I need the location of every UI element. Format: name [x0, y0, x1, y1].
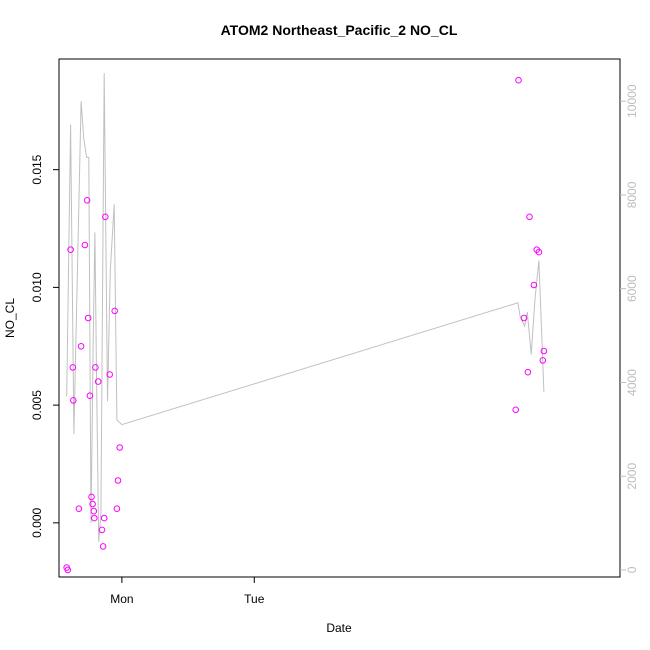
x-tick-label-0: Mon — [110, 592, 133, 606]
data-point-13 — [90, 507, 98, 515]
data-point-23 — [113, 505, 121, 513]
y-axis-label: NO_CL — [3, 298, 17, 338]
y2-tick-label-0: 0 — [625, 566, 639, 573]
data-point-30 — [526, 213, 533, 221]
data-point-24 — [114, 477, 122, 484]
data-point-29 — [524, 368, 532, 376]
data-point-15 — [92, 364, 99, 371]
data-point-18 — [99, 543, 107, 550]
data-point-16 — [94, 378, 102, 385]
point-layer — [63, 76, 548, 574]
data-point-2 — [67, 246, 74, 253]
line-layer — [66, 73, 545, 542]
data-point-28 — [520, 314, 528, 322]
chart-title: ATOM2 Northeast_Pacific_2 NO_CL — [221, 22, 458, 38]
data-point-14 — [91, 514, 98, 522]
y-tick-label-3: 0.015 — [30, 154, 44, 184]
data-point-3 — [69, 364, 77, 371]
data-point-20 — [102, 213, 109, 221]
x-axis-label: Date — [326, 621, 352, 635]
y-tick-label-0: 0.000 — [30, 508, 44, 538]
data-point-7 — [81, 241, 89, 249]
data-point-1 — [64, 566, 72, 574]
y2-tick-label-3: 6000 — [625, 275, 639, 302]
y-tick-label-2: 0.010 — [30, 272, 44, 302]
data-point-26 — [512, 406, 520, 414]
data-point-5 — [75, 505, 83, 513]
data-point-21 — [106, 371, 113, 378]
y-tick-label-1: 0.005 — [30, 390, 44, 420]
plot-frame — [58, 58, 621, 578]
axes-layer: 0.000 0.005 0.010 0.015 0 2000 4000 6000 8000 100… — [30, 84, 639, 606]
x-tick-label-1: Tue — [244, 592, 265, 606]
data-point-34 — [539, 357, 547, 364]
series-line-0 — [66, 73, 545, 542]
data-point-33 — [535, 248, 543, 256]
data-point-35 — [540, 347, 548, 355]
data-point-4 — [70, 397, 77, 404]
data-point-9 — [84, 314, 92, 322]
data-point-19 — [100, 514, 108, 522]
y2-tick-label-4: 8000 — [625, 181, 639, 208]
data-point-25 — [116, 444, 123, 451]
data-point-10 — [86, 392, 94, 400]
data-point-17 — [98, 526, 106, 534]
data-point-8 — [83, 197, 91, 204]
data-point-6 — [77, 343, 85, 350]
data-point-27 — [515, 76, 522, 84]
data-point-31 — [530, 281, 538, 289]
data-point-12 — [89, 500, 96, 508]
y2-tick-label-1: 2000 — [625, 463, 639, 490]
y2-tick-label-2: 4000 — [625, 369, 639, 396]
data-point-11 — [88, 493, 95, 501]
y2-tick-label-5: 10000 — [625, 84, 639, 118]
data-point-22 — [111, 307, 118, 315]
